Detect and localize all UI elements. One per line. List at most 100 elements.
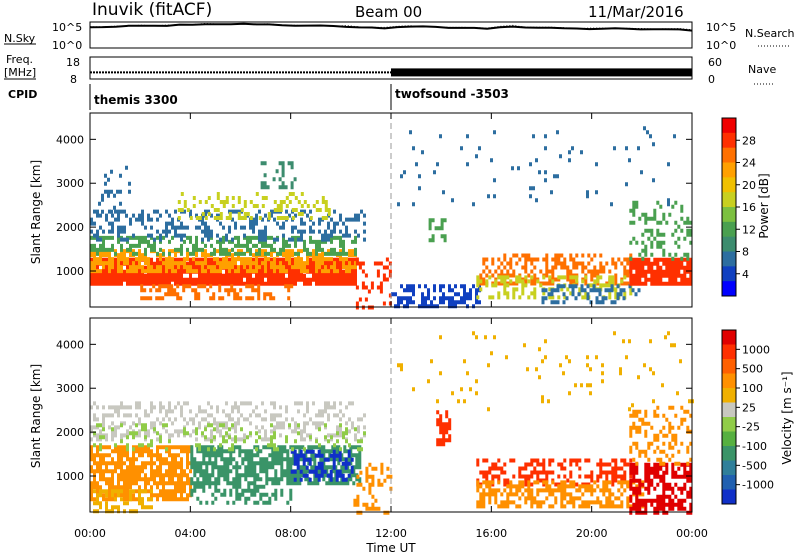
noise-search-label: N.Search — [745, 27, 795, 40]
velocity-scatter-region-3 — [190, 484, 293, 505]
cpid-panel: CPID themis 3300 twofsound -3503 — [8, 84, 509, 110]
xtick-label: 20:00 — [576, 527, 608, 540]
velocity-scatter-region-9 — [476, 458, 633, 487]
power-scatter-region-13 — [541, 284, 641, 305]
power-colorbar-swatch — [722, 221, 736, 238]
xtick-label: 04:00 — [174, 527, 206, 540]
noise-left-tick-bottom: 10^0 — [52, 39, 82, 52]
cpid-segment-themis: themis 3300 — [94, 93, 178, 107]
velocity-scatter-region-11 — [629, 462, 693, 515]
velocity-ytick-label: 3000 — [56, 382, 84, 395]
power-ytick-label: 4000 — [56, 133, 84, 146]
xtick-label: 12:00 — [375, 527, 407, 540]
velocity-scatter-region-6 — [93, 489, 153, 514]
velocity-colorbar-swatch — [722, 388, 736, 403]
power-ylabel: Slant Range [km] — [29, 160, 43, 264]
velocity-colorbar-tick-label: 1000 — [742, 343, 770, 356]
power-colorbar-swatch — [722, 132, 736, 149]
noise-right-tick-top: 10^5 — [706, 21, 736, 34]
station-title: Inuvik (fitACF) — [92, 0, 212, 20]
cpid-segment-twofsound: twofsound -3503 — [395, 87, 509, 101]
velocity-colorbar-frame — [721, 329, 737, 505]
noise-sky-label: N.Sky — [4, 32, 36, 45]
power-scatter-region-9 — [391, 284, 481, 309]
power-colorbar-swatch — [722, 236, 736, 252]
velocity-colorbar-swatch — [722, 431, 736, 447]
nave-block — [391, 68, 692, 77]
power-colorbar-swatch — [722, 162, 736, 178]
power-colorbar-swatch — [722, 251, 736, 267]
velocity-colorbar-tick-label: -500 — [742, 459, 767, 472]
power-scatter-region-5 — [177, 192, 331, 220]
velocity-colorbar-swatch — [722, 330, 736, 345]
xtick-label: 00:00 — [676, 527, 708, 540]
velocity-colorbar-swatch — [722, 475, 736, 490]
noise-left-tick-top: 10^5 — [52, 21, 82, 34]
velocity-scatter-region-5 — [93, 423, 366, 452]
power-colorbar-tick-label: 16 — [742, 201, 756, 214]
velocity-scatter-region-10 — [476, 480, 645, 509]
velocity-colorbar: 1000 500 100 25 -25 -100 -500 -1000 Velocity [m… — [721, 329, 794, 505]
power-colorbar-tick-label: 4 — [742, 268, 749, 281]
velocity-colorbar-swatch — [722, 373, 736, 389]
velocity-scatter-region-12 — [629, 405, 693, 466]
velocity-ylabel: Slant Range [km] — [29, 364, 43, 468]
frequency-panel: Freq. [MHz] 18 8 60 0 Nave — [4, 53, 776, 86]
power-colorbar-swatch — [722, 192, 736, 208]
velocity-colorbar-swatch — [722, 460, 736, 476]
velocity-scatter-region-0 — [90, 445, 192, 502]
power-scatter-region-8 — [355, 257, 392, 310]
power-colorbar-swatch — [722, 266, 736, 282]
velocity-panel: 1000 2000 3000 4000 00:00 04:00 08:00 12:00 16:… — [29, 113, 708, 554]
velocity-colorbar-swatch — [722, 402, 736, 418]
power-colorbar-swatch — [722, 281, 736, 297]
power-scatter-region-16 — [397, 126, 676, 207]
velocity-colorbar-tick-label: -1000 — [742, 479, 774, 492]
noise-panel: N.Sky 10^5 10^0 10^5 10^0 N.Search — [4, 21, 795, 52]
velocity-colorbar-tick-label: 100 — [742, 382, 763, 395]
power-colorbar-swatch — [722, 207, 736, 223]
velocity-scatter-region-13 — [397, 331, 694, 412]
power-ytick-label: 2000 — [56, 221, 84, 234]
power-scatter-region-10 — [428, 218, 447, 243]
time-axis-label: Time UT — [365, 541, 416, 554]
power-colorbar-tick-label: 28 — [742, 134, 756, 147]
power-scatter-region-2 — [90, 235, 357, 256]
power-colorbar-tick-label: 8 — [742, 246, 749, 259]
velocity-colorbar-label: Velocity [m s⁻¹] — [780, 371, 794, 464]
power-colorbar-tick-label: 24 — [742, 157, 756, 170]
velocity-scatter-region-8 — [353, 462, 393, 515]
power-colorbar-swatch — [722, 118, 736, 134]
date-title: 11/Mar/2016 — [588, 3, 684, 21]
velocity-colorbar-tick-label: 500 — [742, 363, 763, 376]
power-scatter-region-3 — [90, 209, 366, 242]
power-panel: 1000 2000 3000 4000 Slant Range [km] — [29, 112, 693, 310]
xtick-label: 16:00 — [475, 527, 507, 540]
freq-label: Freq. — [6, 53, 33, 66]
noise-right-tick-bottom: 10^0 — [706, 39, 736, 52]
power-scatter-region-15 — [629, 200, 693, 261]
velocity-ytick-label: 1000 — [56, 470, 84, 483]
power-ytick-label: 1000 — [56, 265, 84, 278]
power-colorbar-swatch — [722, 177, 736, 193]
velocity-colorbar-swatch — [722, 344, 736, 360]
velocity-colorbar-swatch — [722, 489, 736, 505]
xtick-label: 00:00 — [74, 527, 106, 540]
velocity-colorbar-swatch — [722, 417, 736, 432]
power-colorbar-label: Power [dB] — [757, 173, 771, 238]
noise-sky-line — [89, 22, 693, 32]
power-ytick-label: 3000 — [56, 177, 84, 190]
power-scatter-region-4 — [98, 165, 131, 218]
velocity-colorbar-swatch — [722, 359, 736, 374]
velocity-colorbar-tick-label: -100 — [742, 440, 767, 453]
velocity-colorbar-tick-label: 25 — [742, 401, 756, 414]
nave-tick-bottom: 0 — [708, 73, 715, 86]
freq-tick-bottom: 8 — [70, 73, 77, 86]
power-scatter-region-6 — [260, 161, 297, 190]
nave-label: Nave — [748, 63, 776, 76]
xtick-label: 08:00 — [275, 527, 307, 540]
power-colorbar-swatch — [722, 147, 736, 163]
power-colorbar-tick-label: 12 — [742, 223, 756, 236]
velocity-scatter-region-7 — [436, 410, 452, 447]
beam-title: Beam 00 — [355, 3, 422, 21]
